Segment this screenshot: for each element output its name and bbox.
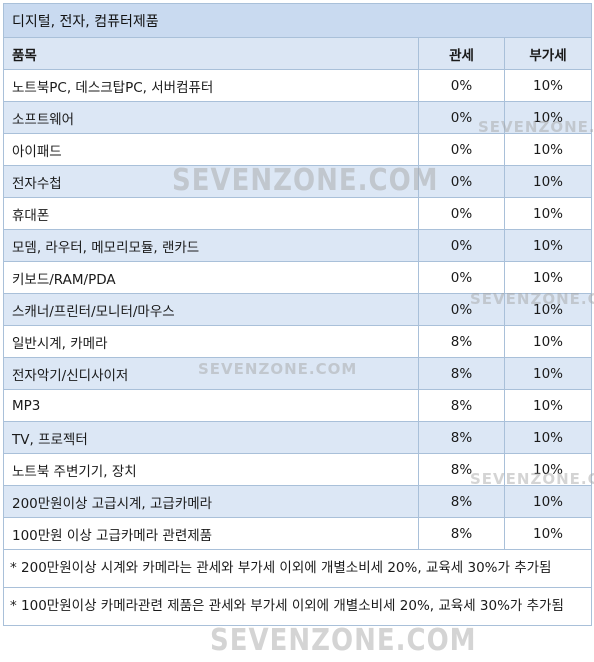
table-row: 휴대폰 0% 10% [3, 197, 593, 230]
cell-tariff: 8% [418, 453, 505, 486]
cell-vat: 10% [503, 293, 593, 326]
cell-vat: 10% [503, 229, 593, 262]
table-row: 일반시계, 카메라 8% 10% [3, 325, 593, 358]
cell-item: 노트북PC, 데스크탑PC, 서버컴퓨터 [3, 69, 419, 102]
cell-item: 100만원 이상 고급카메라 관련제품 [3, 517, 419, 550]
note-text: * 200만원이상 시계와 카메라는 관세와 부가세 이외에 개별소비세 20%… [2, 549, 593, 588]
header-item: 품목 [3, 37, 419, 70]
cell-vat: 10% [503, 421, 593, 454]
table-row: 전자수첩 0% 10% [3, 165, 593, 198]
cell-tariff: 0% [418, 261, 505, 294]
cell-tariff: 0% [418, 101, 505, 134]
cell-tariff: 8% [418, 421, 505, 454]
cell-item: 200만원이상 고급시계, 고급카메라 [3, 485, 419, 518]
cell-item: 노트북 주변기기, 장치 [3, 453, 419, 486]
tariff-table: 디지털, 전자, 컴퓨터제품 품목 관세 부가세 노트북PC, 데스크탑PC, … [2, 3, 593, 626]
cell-tariff: 8% [418, 357, 505, 390]
cell-vat: 10% [503, 165, 593, 198]
table-row: 노트북 주변기기, 장치 8% 10% [3, 453, 593, 486]
cell-tariff: 0% [418, 69, 505, 102]
table-row: 200만원이상 고급시계, 고급카메라 8% 10% [3, 485, 593, 518]
table-row: 전자악기/신디사이저 8% 10% [3, 357, 593, 390]
cell-item: TV, 프로젝터 [3, 421, 419, 454]
table-row: 모뎀, 라우터, 메모리모듈, 랜카드 0% 10% [3, 229, 593, 262]
cell-item: 모뎀, 라우터, 메모리모듈, 랜카드 [3, 229, 419, 262]
cell-tariff: 8% [418, 517, 505, 550]
cell-item: 전자악기/신디사이저 [3, 357, 419, 390]
cell-vat: 10% [503, 69, 593, 102]
note-text: * 100만원이상 카메라관련 제품은 관세와 부가세 이외에 개별소비세 20… [2, 587, 593, 626]
cell-item: 휴대폰 [3, 197, 419, 230]
cell-item: 전자수첩 [3, 165, 419, 198]
table-row: 소프트웨어 0% 10% [3, 101, 593, 134]
cell-item: 아이패드 [3, 133, 419, 166]
header-vat: 부가세 [503, 37, 593, 70]
cell-vat: 10% [503, 133, 593, 166]
note-row: * 200만원이상 시계와 카메라는 관세와 부가세 이외에 개별소비세 20%… [2, 549, 593, 588]
note-row: * 100만원이상 카메라관련 제품은 관세와 부가세 이외에 개별소비세 20… [2, 587, 593, 626]
table-header-row: 품목 관세 부가세 [3, 37, 593, 70]
cell-tariff: 0% [418, 165, 505, 198]
cell-vat: 10% [503, 517, 593, 550]
header-tariff: 관세 [418, 37, 505, 70]
cell-tariff: 0% [418, 293, 505, 326]
cell-item: 소프트웨어 [3, 101, 419, 134]
table-row: MP3 8% 10% [3, 389, 593, 422]
table-row: 아이패드 0% 10% [3, 133, 593, 166]
table-row: 스캐너/프린터/모니터/마우스 0% 10% [3, 293, 593, 326]
cell-item: MP3 [3, 389, 419, 422]
table-row: 100만원 이상 고급카메라 관련제품 8% 10% [3, 517, 593, 550]
cell-tariff: 8% [418, 325, 505, 358]
cell-vat: 10% [503, 197, 593, 230]
cell-item: 스캐너/프린터/모니터/마우스 [3, 293, 419, 326]
cell-tariff: 0% [418, 197, 505, 230]
tariff-table-container: 디지털, 전자, 컴퓨터제품 품목 관세 부가세 노트북PC, 데스크탑PC, … [2, 3, 593, 626]
table-row: 키보드/RAM/PDA 0% 10% [3, 261, 593, 294]
table-row: TV, 프로젝터 8% 10% [3, 421, 593, 454]
watermark-text: SEVENZONE.COM [210, 623, 477, 659]
cell-tariff: 8% [418, 485, 505, 518]
cell-tariff: 0% [418, 229, 505, 262]
cell-item: 일반시계, 카메라 [3, 325, 419, 358]
table-title: 디지털, 전자, 컴퓨터제품 [2, 3, 593, 38]
cell-item: 키보드/RAM/PDA [3, 261, 419, 294]
cell-tariff: 0% [418, 133, 505, 166]
cell-vat: 10% [503, 485, 593, 518]
cell-vat: 10% [503, 389, 593, 422]
table-row: 노트북PC, 데스크탑PC, 서버컴퓨터 0% 10% [3, 69, 593, 102]
cell-tariff: 8% [418, 389, 505, 422]
cell-vat: 10% [503, 325, 593, 358]
cell-vat: 10% [503, 101, 593, 134]
cell-vat: 10% [503, 357, 593, 390]
cell-vat: 10% [503, 453, 593, 486]
cell-vat: 10% [503, 261, 593, 294]
